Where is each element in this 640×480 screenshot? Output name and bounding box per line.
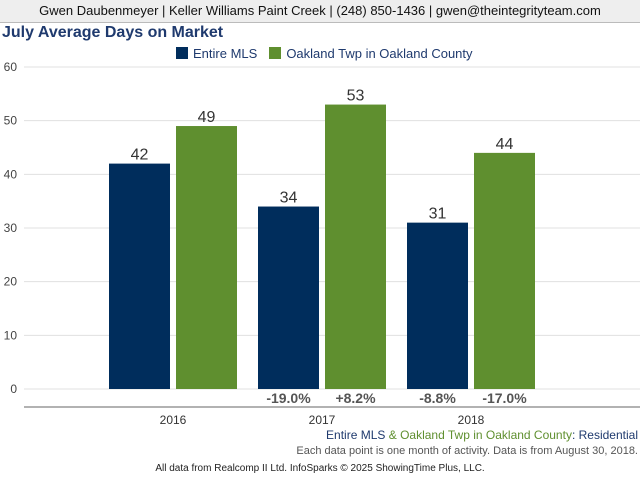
bar	[474, 152, 535, 389]
bar	[407, 222, 468, 389]
footer-series-2: Oakland Twp in Oakland County	[400, 428, 572, 442]
footer-amp: &	[385, 428, 401, 442]
data-label: 53	[347, 88, 365, 105]
data-label: 49	[198, 109, 216, 126]
y-tick-label: 10	[4, 328, 18, 342]
y-tick-label: 20	[4, 275, 18, 289]
legend-item-oakland-twp[interactable]: Oakland Twp in Oakland County	[269, 45, 473, 61]
footer-note: Each data point is one month of activity…	[296, 445, 638, 457]
data-label: 31	[429, 206, 447, 223]
x-tick-label: 2017	[309, 413, 336, 427]
x-tick-label: 2018	[458, 413, 485, 427]
legend-label-entire-mls: Entire MLS	[193, 45, 258, 61]
legend-swatch-entire-mls	[176, 47, 188, 59]
y-tick-label: 40	[4, 167, 18, 181]
y-tick-label: 50	[4, 114, 18, 128]
data-label: 34	[280, 190, 298, 207]
bar	[325, 104, 386, 390]
change-label: -17.0%	[482, 390, 527, 406]
bar	[258, 206, 319, 389]
data-label: 44	[496, 136, 514, 153]
chart-legend: Entire MLS Oakland Twp in Oakland County	[176, 44, 485, 62]
x-tick-label: 2016	[160, 413, 187, 427]
legend-label-oakland-twp: Oakland Twp in Oakland County	[286, 45, 473, 61]
chart-title: July Average Days on Market	[2, 24, 224, 41]
bar	[109, 163, 170, 389]
legend-swatch-oakland-twp	[269, 47, 282, 59]
footer-category: Residential	[578, 428, 638, 442]
y-tick-label: 60	[4, 60, 18, 74]
footer-colon: :	[571, 428, 579, 442]
change-label: -8.8%	[419, 390, 456, 406]
change-label: +8.2%	[335, 390, 376, 406]
bar	[176, 126, 237, 390]
footer-series-1: Entire MLS	[326, 428, 386, 442]
y-tick-label: 0	[10, 382, 17, 396]
change-label: -19.0%	[266, 390, 311, 406]
legend-item-entire-mls[interactable]: Entire MLS	[176, 46, 257, 61]
header-contact-bar: Gwen Daubenmeyer | Keller Williams Paint…	[0, 0, 640, 23]
data-label: 42	[131, 147, 149, 164]
footer-source: All data from Realcomp II Ltd. InfoSpark…	[155, 463, 485, 474]
contact-info: Gwen Daubenmeyer | Keller Williams Paint…	[39, 3, 601, 18]
y-tick-label: 30	[4, 221, 18, 235]
footer-series-line: Entire MLS & Oakland Twp in Oakland Coun…	[326, 428, 638, 442]
